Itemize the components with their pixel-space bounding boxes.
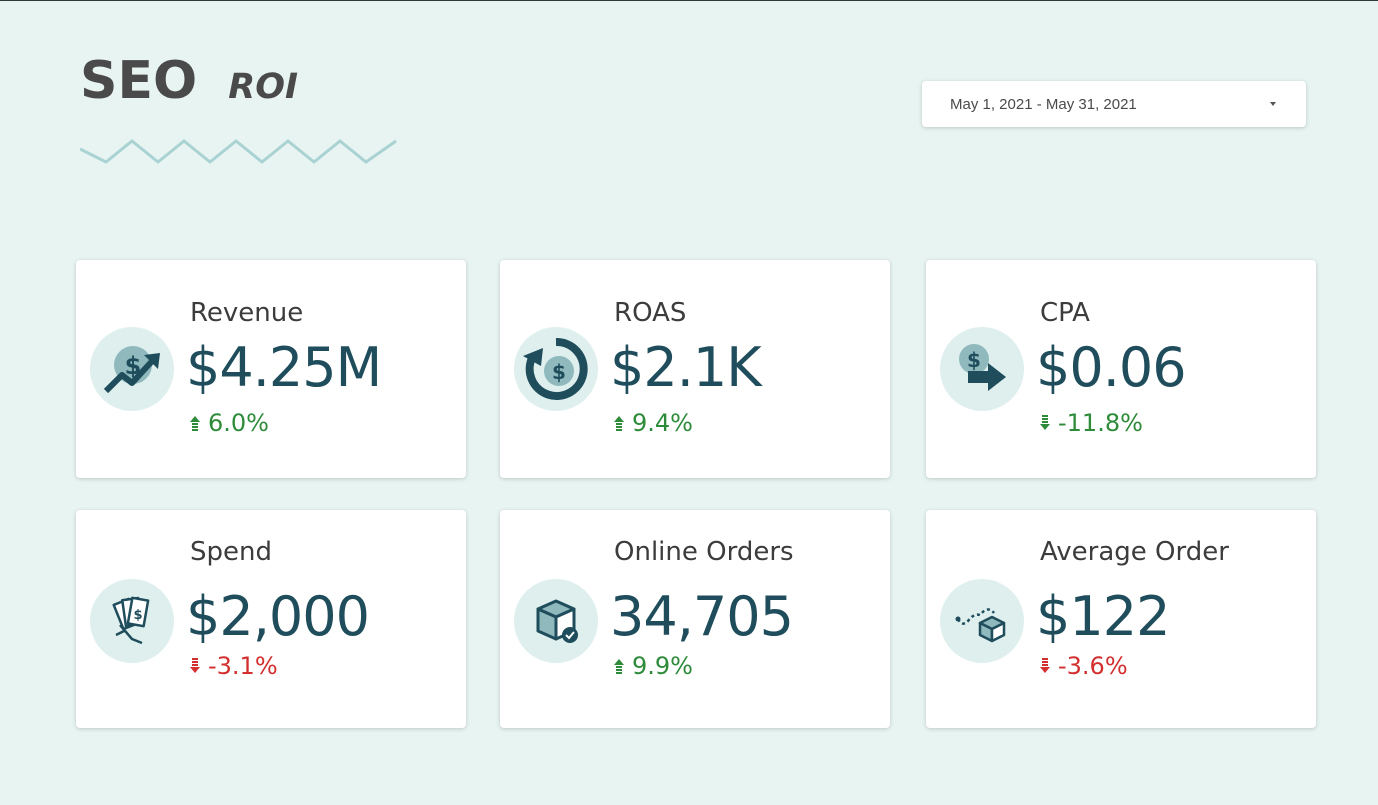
delta-value: -11.8% (1058, 409, 1143, 437)
card-delta: -3.1% (190, 652, 278, 680)
kpi-card-spend: $ Spend $2,000 -3.1% (76, 510, 466, 728)
card-delta: -11.8% (1040, 409, 1143, 437)
card-value: $122 (1036, 585, 1170, 648)
card-label: Revenue (190, 298, 304, 328)
dollar-arrow-icon: $ (940, 327, 1024, 411)
page-subtitle: ROI (228, 67, 299, 107)
card-delta: 6.0% (190, 409, 269, 437)
card-value: 34,705 (610, 585, 794, 648)
kpi-card-roas: $ ROAS $2.1K 9.4% (500, 260, 890, 478)
arrow-down-icon (1040, 415, 1050, 430)
card-label: Spend (190, 537, 272, 567)
kpi-card-online-orders: Online Orders 34,705 9.9% (500, 510, 890, 728)
card-value: $2,000 (186, 585, 370, 648)
svg-text:$: $ (967, 348, 981, 372)
card-label: ROAS (614, 298, 687, 328)
revenue-growth-icon: $ (90, 327, 174, 411)
card-delta: 9.4% (614, 409, 693, 437)
delta-value: -3.6% (1058, 652, 1128, 680)
delta-value: 6.0% (208, 409, 269, 437)
package-route-icon (940, 579, 1024, 663)
card-value: $4.25M (186, 336, 382, 399)
page-title: SEO (80, 51, 198, 111)
zigzag-divider (80, 139, 397, 164)
card-label: Average Order (1040, 537, 1229, 567)
card-delta: 9.9% (614, 652, 693, 680)
kpi-card-average-order: Average Order $122 -3.6% (926, 510, 1316, 728)
delta-value: 9.4% (632, 409, 693, 437)
arrow-up-icon (614, 659, 624, 674)
dollar-return-icon: $ (514, 327, 598, 411)
svg-text:$: $ (552, 360, 566, 384)
arrow-down-icon (190, 658, 200, 673)
date-range-label: May 1, 2021 - May 31, 2021 (950, 95, 1137, 113)
card-label: Online Orders (614, 537, 794, 567)
kpi-card-revenue: $ Revenue $4.25M 6.0% (76, 260, 466, 478)
delta-value: -3.1% (208, 652, 278, 680)
date-range-picker[interactable]: May 1, 2021 - May 31, 2021 (922, 81, 1306, 127)
card-label: CPA (1040, 298, 1090, 328)
page-header: SEO ROI (80, 51, 298, 111)
cash-hand-icon: $ (90, 579, 174, 663)
arrow-down-icon (1040, 658, 1050, 673)
card-delta: -3.6% (1040, 652, 1128, 680)
card-value: $0.06 (1036, 336, 1187, 399)
card-value: $2.1K (610, 336, 762, 399)
package-check-icon (514, 579, 598, 663)
kpi-card-cpa: $ CPA $0.06 -11.8% (926, 260, 1316, 478)
dropdown-caret-icon (1270, 102, 1276, 106)
arrow-up-icon (190, 416, 200, 431)
svg-text:$: $ (133, 608, 142, 623)
delta-value: 9.9% (632, 652, 693, 680)
arrow-up-icon (614, 416, 624, 431)
